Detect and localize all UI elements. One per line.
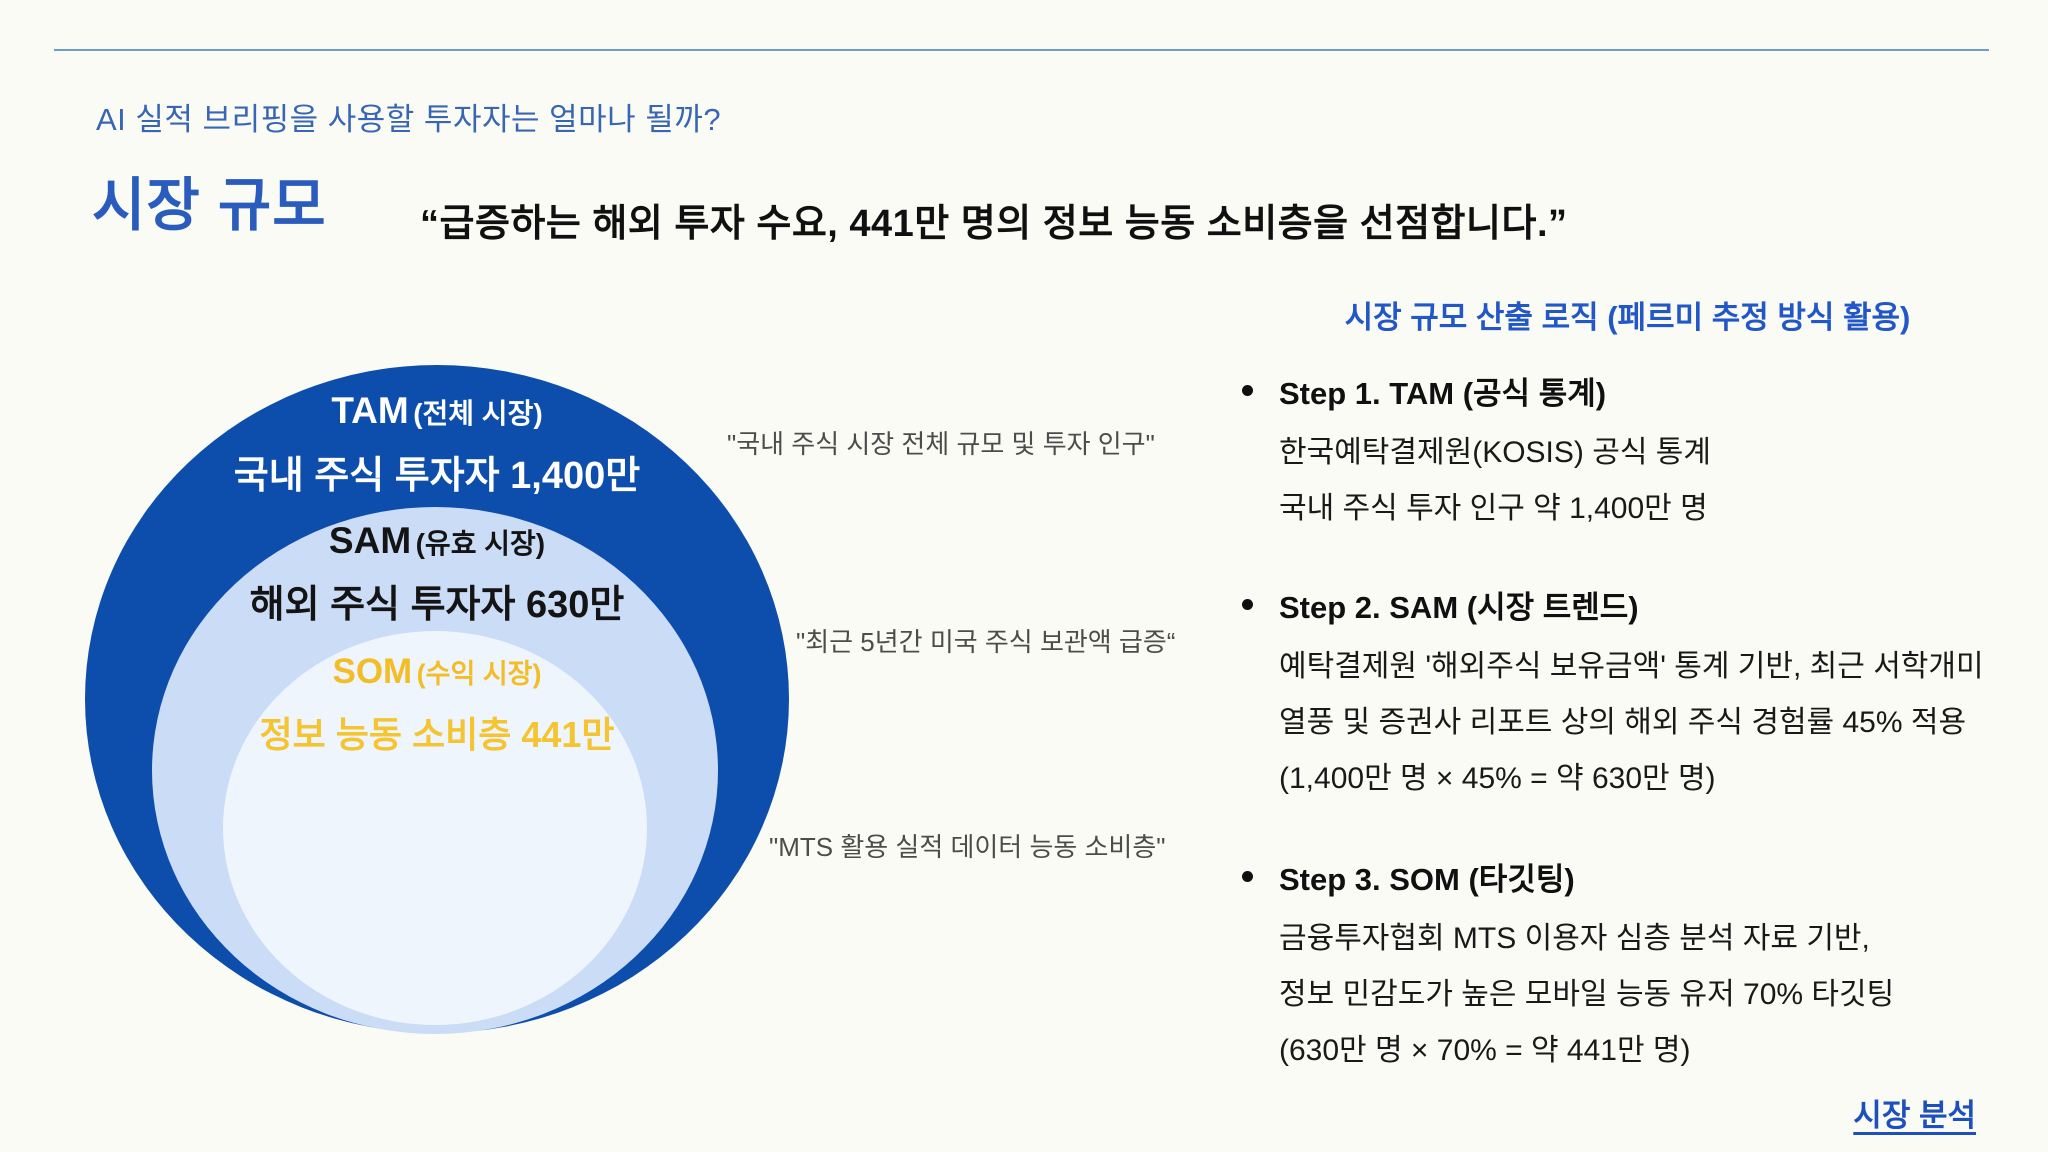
step-3-line-2: 정보 민감도가 높은 모바일 능동 유저 70% 타깃팅 — [1279, 978, 1895, 1011]
tam-acronym: TAM — [331, 390, 409, 431]
step-3-heading-text: Step 3. SOM (타깃팅) — [1279, 862, 1575, 897]
logic-panel-title: 시장 규모 산출 로직 (페르미 추정 방식 활용) — [1344, 300, 1911, 335]
step-1-line-1: 한국예탁결제원(KOSIS) 공식 통계 — [1279, 436, 1711, 469]
sam-sublabel: (유효 시장) — [415, 528, 546, 559]
market-analysis-link[interactable]: 시장 분석 — [1853, 1098, 1976, 1133]
step-2-line-3: (1,400만 명 × 45% = 약 630만 명) — [1279, 762, 1716, 795]
tam-value: 국내 주식 투자자 1,400만 — [233, 455, 641, 497]
tam-sublabel: (전체 시장) — [413, 398, 543, 429]
sam-label: SAM (유효 시장) — [85, 520, 789, 562]
step-3-line-3: (630만 명 × 70% = 약 441만 명) — [1279, 1034, 1691, 1067]
sam-acronym: SAM — [328, 520, 412, 561]
annotation-tam: "국내 주식 시장 전체 규모 및 투자 인구" — [727, 429, 1155, 459]
step-3-line-1: 금융투자협회 MTS 이용자 심층 분석 자료 기반, — [1279, 922, 1870, 955]
bullet-icon — [1242, 385, 1253, 396]
step-2-heading-text: Step 2. SAM (시장 트렌드) — [1279, 590, 1639, 625]
annotation-sam: "최근 5년간 미국 주식 보관액 급증“ — [796, 627, 1176, 657]
step-2-line-1: 예탁결제원 '해외주식 보유금액' 통계 기반, 최근 서학개미 — [1279, 650, 1984, 683]
som-label: SOM (수익 시장) — [85, 652, 789, 692]
step-3-block: Step 3. SOM (타깃팅) 금융투자협회 MTS 이용자 심층 분석 자… — [1242, 854, 2032, 1079]
kicker-text: AI 실적 브리핑을 사용할 투자자는 얼마나 될까? — [96, 102, 722, 137]
step-2-block: Step 2. SAM (시장 트렌드) 예탁결제원 '해외주식 보유금액' 통… — [1242, 582, 2032, 807]
sam-value: 해외 주식 투자자 630만 — [249, 584, 625, 626]
headline-quote: “급증하는 해외 투자 수요, 441만 명의 정보 능동 소비층을 선점합니다… — [420, 203, 1568, 245]
bullet-icon — [1242, 599, 1253, 610]
step-1-heading-text: Step 1. TAM (공식 통계) — [1279, 376, 1607, 411]
page-title: 시장 규모 — [92, 173, 327, 238]
step-1-heading: Step 1. TAM (공식 통계) — [1242, 368, 2032, 413]
step-1-block: Step 1. TAM (공식 통계) 한국예탁결제원(KOSIS) 공식 통계… — [1242, 368, 2032, 537]
tam-label: TAM (전체 시장) — [85, 390, 789, 432]
annotation-som: "MTS 활용 실적 데이터 능동 소비층" — [769, 832, 1166, 862]
step-1-line-2: 국내 주식 투자 인구 약 1,400만 명 — [1279, 492, 1708, 525]
step-2-line-2: 열풍 및 증권사 리포트 상의 해외 주식 경험률 45% 적용 — [1279, 706, 1967, 739]
top-divider-line — [54, 49, 1989, 51]
step-2-heading: Step 2. SAM (시장 트렌드) — [1242, 582, 2032, 627]
som-value: 정보 능동 소비층 441만 — [259, 714, 615, 755]
som-circle — [223, 631, 647, 1025]
bullet-icon — [1242, 871, 1253, 882]
step-3-heading: Step 3. SOM (타깃팅) — [1242, 854, 2032, 899]
som-acronym: SOM — [332, 652, 413, 691]
som-sublabel: (수익 시장) — [416, 659, 542, 689]
